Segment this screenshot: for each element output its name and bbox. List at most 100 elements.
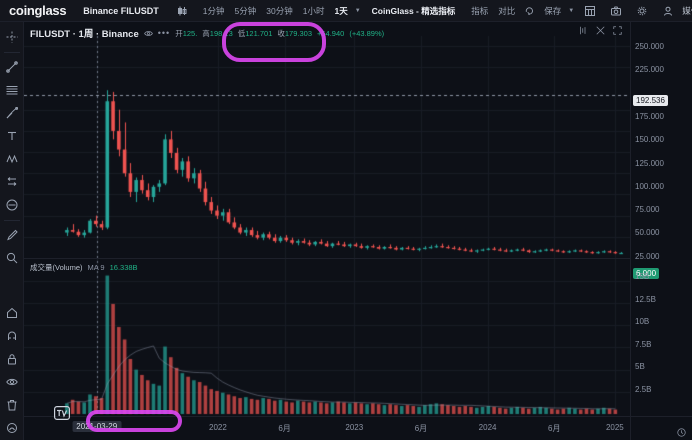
indicator-preset-label[interactable]: CoinGlass - 精选指标 <box>371 5 456 16</box>
topbar-right-group: 媒体中心 <box>678 5 692 17</box>
volume-axis-tick: 15B <box>635 272 650 281</box>
tradingview-logo[interactable] <box>54 406 71 421</box>
price-marker-badge: 192.536 <box>633 94 668 106</box>
bar-replay-icon[interactable] <box>579 26 588 35</box>
time-settings-icon[interactable] <box>677 424 686 440</box>
price-axis-tick: 25.000 <box>635 251 660 261</box>
legend-change-abs: +54.940 <box>317 28 345 38</box>
price-axis-tick: 125.000 <box>635 158 664 168</box>
volume-legend: 成交量(Volume) MA 9 16.338B <box>30 262 138 273</box>
magnet-tool[interactable] <box>1 325 23 347</box>
symbol-label[interactable]: Binance FILUSDT <box>83 5 159 16</box>
volume-legend-value: 16.338B <box>109 263 138 272</box>
camera-icon[interactable] <box>606 0 626 22</box>
timeframe-5m[interactable]: 5分钟 <box>234 5 257 16</box>
horizontal-lines-tool[interactable] <box>1 79 23 101</box>
measure-tool[interactable] <box>1 171 23 193</box>
legend-open-value: 125. <box>182 28 198 38</box>
media-center-link[interactable]: 媒体中心 <box>682 5 692 16</box>
price-axis-tick: 75.000 <box>635 205 660 215</box>
drawing-toolbar <box>0 22 24 440</box>
timeframe-1d[interactable]: 1天 <box>334 5 348 16</box>
time-axis-tick: 2025 <box>605 423 624 432</box>
price-axis-tick: 100.000 <box>635 181 664 191</box>
fib-tool[interactable] <box>1 102 23 124</box>
save-chevron-down-icon[interactable]: ▼ <box>568 7 575 14</box>
gear-icon[interactable] <box>632 0 652 22</box>
legend-open-key: 开 <box>175 28 183 38</box>
legend-title: FILUSDT · 1周 · Binance <box>30 29 139 40</box>
compare-button[interactable]: 对比 <box>498 5 516 16</box>
time-axis-tick: 6月 <box>414 424 428 433</box>
legend-high: 高198.13 <box>202 28 232 39</box>
price-axis-tick: 250.000 <box>635 42 664 52</box>
volume-axis-tick: 7.5B <box>635 339 652 349</box>
top-toolbar: coinglass Binance FILUSDT 1分钟 5分钟 30分钟 1… <box>0 0 692 22</box>
legend-high-value: 198.13 <box>209 28 233 38</box>
volume-legend-ma: MA 9 <box>87 263 105 272</box>
volume-axis-tick: 2.5B <box>635 384 652 394</box>
time-axis-highlight-label: 2021-03-29 <box>72 421 122 432</box>
text-tool[interactable] <box>1 125 23 147</box>
volume-axis-tick: 10B <box>635 317 650 326</box>
price-axis-tick: 225.000 <box>635 65 664 75</box>
chart-canvas-area[interactable]: FILUSDT · 1周 · Binance ••• 开125. 高198.13… <box>24 22 630 440</box>
chart-corner-tools <box>579 26 622 35</box>
legend-eye-icon[interactable] <box>143 29 153 38</box>
price-axis[interactable]: 250.000 225.000 175.000 150.000 125.000 100.0… <box>630 22 692 440</box>
time-axis[interactable]: 2021-03-29 2022 6月 2023 6月 2024 6月 2025 <box>24 416 630 440</box>
timeframe-1m[interactable]: 1分钟 <box>202 5 225 16</box>
fullscreen-icon[interactable] <box>613 26 622 35</box>
timeframe-1h[interactable]: 1小时 <box>302 5 325 16</box>
toolbar-separator <box>3 220 20 221</box>
brush-tool[interactable] <box>1 224 23 246</box>
coinglass-logo[interactable]: coinglass <box>9 3 67 18</box>
legend-ohlc: 开125. <box>175 28 197 39</box>
pattern-tool[interactable] <box>1 148 23 170</box>
pane-separator[interactable] <box>24 258 630 259</box>
price-axis-tick: 175.000 <box>635 112 664 122</box>
eye-tool[interactable] <box>1 371 23 393</box>
user-avatar-icon[interactable] <box>658 0 678 22</box>
legend-close-value: 179.303 <box>284 28 312 38</box>
price-axis-tick: 150.000 <box>635 135 664 145</box>
legend-high-key: 高 <box>202 28 210 38</box>
indicators-button[interactable]: 指标 <box>471 5 489 16</box>
legend-low-key: 低 <box>237 28 246 38</box>
price-chart-canvas[interactable] <box>24 22 630 440</box>
settings-sliders-icon[interactable] <box>596 26 605 35</box>
volume-legend-title: 成交量(Volume) <box>30 263 83 272</box>
shape-circle-tool[interactable] <box>1 194 23 216</box>
save-button[interactable]: 保存 <box>544 5 562 16</box>
axis-corner <box>630 416 692 440</box>
trend-line-tool[interactable] <box>1 56 23 78</box>
trash-tool[interactable] <box>1 394 23 416</box>
legend-low-value: 121.701 <box>245 28 273 38</box>
save-icon[interactable] <box>520 0 539 22</box>
time-axis-tick: 2022 <box>209 423 227 432</box>
lock-tool[interactable] <box>1 348 23 370</box>
cursor-crosshair-tool[interactable] <box>1 26 23 48</box>
time-axis-tick: 6月 <box>548 424 561 433</box>
toolbar-separator <box>3 52 20 53</box>
volume-axis-tick: 5B <box>635 362 645 371</box>
home-tool[interactable] <box>1 302 23 324</box>
last-price-badge: 6.000 <box>633 268 660 280</box>
chart-legend: FILUSDT · 1周 · Binance ••• 开125. 高198.13… <box>30 26 384 40</box>
legend-change-pct: (+43.89%) <box>349 28 385 38</box>
legend-more-icon[interactable]: ••• <box>157 28 171 38</box>
zoom-tool[interactable] <box>1 247 23 269</box>
time-axis-tick: 2024 <box>478 423 497 432</box>
layout-grid-icon[interactable] <box>580 0 600 22</box>
object-tree-tool[interactable] <box>1 417 23 439</box>
time-axis-tick: 6月 <box>278 424 291 433</box>
chevron-down-icon[interactable]: ▼ <box>354 7 361 14</box>
price-axis-tick: 50.000 <box>635 228 660 238</box>
time-axis-tick: 2023 <box>345 423 364 432</box>
candlestick-type-icon[interactable] <box>172 0 192 22</box>
legend-close-key: 收 <box>277 28 285 38</box>
volume-axis-tick: 12.5B <box>635 294 656 304</box>
legend-close: 收179.303 <box>277 28 312 39</box>
legend-low: 低121.701 <box>238 28 273 39</box>
timeframe-30m[interactable]: 30分钟 <box>266 5 293 16</box>
